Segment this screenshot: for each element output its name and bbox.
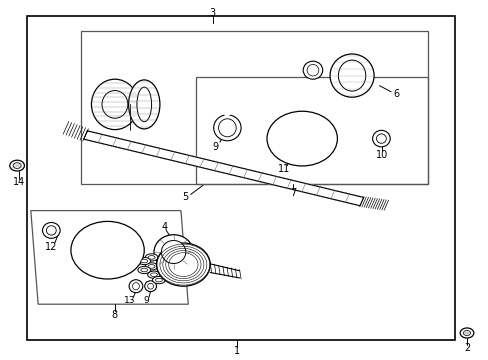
Ellipse shape [71,221,144,279]
Ellipse shape [91,79,138,130]
Ellipse shape [138,257,150,265]
Ellipse shape [266,111,337,166]
Ellipse shape [46,226,56,235]
Ellipse shape [13,163,21,168]
Text: 6: 6 [392,89,398,99]
Polygon shape [210,264,239,278]
Ellipse shape [129,280,142,293]
Text: 8: 8 [112,310,118,320]
Ellipse shape [132,283,139,290]
Ellipse shape [145,263,158,270]
Ellipse shape [306,64,318,76]
Ellipse shape [154,235,193,269]
Ellipse shape [275,118,328,159]
Ellipse shape [287,127,316,150]
Bar [195,77,427,184]
Text: 13: 13 [123,297,135,305]
Ellipse shape [148,265,155,268]
Ellipse shape [303,61,322,79]
Ellipse shape [145,254,158,261]
Polygon shape [83,131,363,206]
Ellipse shape [213,115,241,141]
Ellipse shape [161,240,185,264]
Ellipse shape [283,124,320,153]
Ellipse shape [150,273,157,276]
Ellipse shape [329,54,373,97]
Text: 9: 9 [212,142,218,152]
Ellipse shape [141,268,147,272]
Ellipse shape [77,227,138,274]
Text: 3: 3 [209,8,215,18]
Ellipse shape [42,222,60,238]
Ellipse shape [279,121,324,156]
Ellipse shape [97,242,118,258]
Ellipse shape [138,266,150,274]
Ellipse shape [82,230,133,270]
Ellipse shape [147,271,160,278]
Ellipse shape [148,256,155,259]
Ellipse shape [102,91,127,118]
Ellipse shape [155,278,162,282]
Text: 10: 10 [375,150,388,160]
Ellipse shape [218,119,236,137]
Ellipse shape [72,223,142,278]
Ellipse shape [87,234,128,266]
Ellipse shape [92,238,123,262]
Ellipse shape [156,243,210,286]
Ellipse shape [292,131,311,146]
Ellipse shape [137,87,151,122]
Ellipse shape [271,115,332,162]
Ellipse shape [463,330,469,336]
Ellipse shape [338,60,365,91]
Ellipse shape [152,276,165,284]
Ellipse shape [459,328,473,338]
Text: 7: 7 [290,188,296,198]
Text: 11: 11 [277,164,289,174]
Text: 14: 14 [12,177,25,187]
Bar [81,31,427,184]
Ellipse shape [267,112,336,165]
Text: 1: 1 [234,346,240,356]
Ellipse shape [141,259,147,263]
Ellipse shape [372,130,389,147]
Text: 2: 2 [463,343,469,354]
Ellipse shape [10,160,24,171]
Text: 5: 5 [182,192,187,202]
Text: 12: 12 [45,242,58,252]
Ellipse shape [376,134,386,143]
Bar [27,16,454,340]
Ellipse shape [147,283,153,289]
Text: 9: 9 [143,297,149,305]
Ellipse shape [144,281,156,292]
Text: 4: 4 [162,222,167,232]
Ellipse shape [128,80,160,129]
